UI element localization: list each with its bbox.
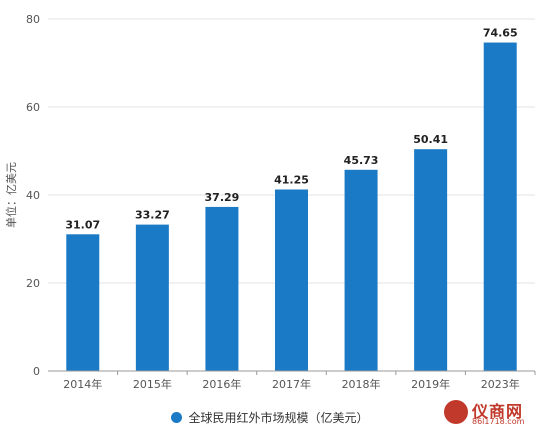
- watermark-emblem: [444, 400, 468, 424]
- x-tick-label: 2018年: [342, 377, 381, 391]
- watermark-text: 仪商网: [472, 402, 524, 421]
- bar: [205, 206, 239, 371]
- bar: [483, 42, 517, 371]
- bar: [135, 224, 169, 371]
- bar-value-label: 45.73: [344, 154, 379, 167]
- bar: [275, 189, 308, 371]
- x-tick-label: 2023年: [481, 377, 520, 391]
- bar-value-label: 31.07: [65, 218, 100, 231]
- bar: [344, 169, 378, 371]
- y-axis-label: 单位：亿美元: [4, 162, 18, 228]
- bars: [66, 42, 517, 371]
- y-tick-label: 80: [26, 13, 40, 26]
- bar-value-label: 41.25: [274, 174, 309, 187]
- watermark-url: 86l1718.com: [472, 417, 525, 426]
- x-tick-label: 2015年: [133, 377, 172, 391]
- bar-chart: 31.07 33.27 37.29 41.25 45.73 50.41 74.65 2014…: [4, 13, 536, 391]
- bar: [66, 234, 100, 371]
- data-labels: 31.07 33.27 37.29 41.25 45.73 50.41 74.65: [65, 27, 517, 232]
- x-tick-label: 2019年: [411, 377, 450, 391]
- x-tick-label: 2016年: [202, 377, 241, 391]
- y-tick-label: 20: [26, 277, 40, 290]
- bar-value-label: 33.27: [135, 209, 170, 222]
- x-axis-ticks: 2014年 2015年 2016年 2017年 2018年 2019年 2023年: [63, 371, 536, 391]
- legend: 全球民用红外市场规模（亿美元）: [0, 409, 540, 426]
- y-axis-ticks: 0 20 40 60 80: [26, 13, 40, 378]
- bar-value-label: 37.29: [205, 191, 240, 204]
- y-tick-label: 40: [26, 189, 40, 202]
- y-tick-label: 60: [26, 101, 40, 114]
- legend-marker: [171, 412, 183, 423]
- bar-value-label: 74.65: [483, 27, 518, 40]
- bar: [414, 149, 448, 371]
- watermark-logo: 仪商网 86l1718.com: [444, 398, 536, 428]
- bar-value-label: 50.41: [413, 133, 448, 146]
- x-tick-label: 2017年: [272, 377, 311, 391]
- x-tick-label: 2014年: [63, 377, 102, 391]
- y-tick-label: 0: [33, 365, 40, 378]
- legend-label: 全球民用红外市场规模（亿美元）: [188, 411, 369, 425]
